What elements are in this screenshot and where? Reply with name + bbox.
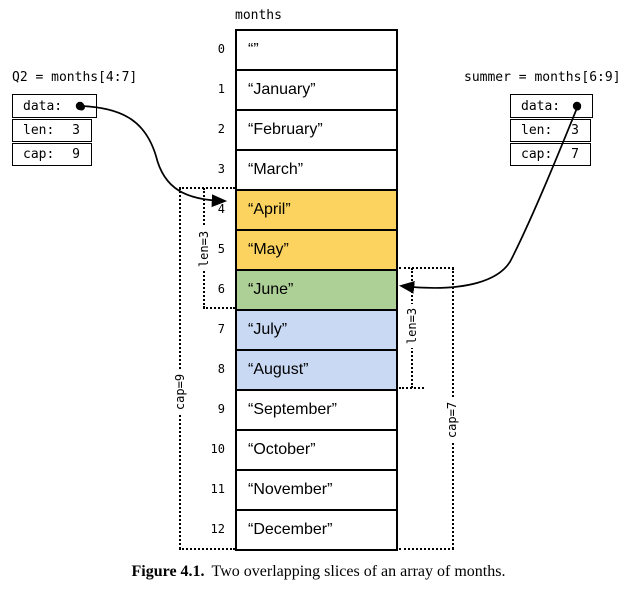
array-index: 10 xyxy=(210,442,225,456)
array-index: 11 xyxy=(210,482,225,496)
summer-len-bracket-bottom-line xyxy=(399,387,424,389)
q2-data-label: data: xyxy=(23,98,63,114)
summer-slice-title: summer = months[6:9] xyxy=(464,70,621,85)
summer-len-label: len: xyxy=(521,123,553,138)
summer-cap-bracket-bottom-line xyxy=(399,548,454,550)
array-index: 6 xyxy=(217,282,225,296)
array-index: 0 xyxy=(217,42,225,56)
array-cell-summer-slice: “August” xyxy=(235,349,398,391)
q2-cap-label: cap: xyxy=(23,147,55,162)
q2-cap-bracket-line xyxy=(179,188,181,549)
q2-slice-title: Q2 = months[4:7] xyxy=(12,70,138,85)
q2-len-bracket-label: len=3 xyxy=(196,227,212,271)
array-index: 8 xyxy=(217,362,225,376)
q2-cap-value: 9 xyxy=(72,147,80,162)
q2-len-label: len: xyxy=(23,123,55,138)
array-index: 4 xyxy=(217,202,225,216)
array-cell-q2-slice: “May” xyxy=(235,229,398,271)
array-cell: “” xyxy=(235,29,398,71)
q2-cap-bracket-label: cap=9 xyxy=(172,370,188,414)
summer-cap-value: 7 xyxy=(571,147,579,162)
array-cell-summer-slice: “July” xyxy=(235,309,398,351)
q2-data-pointer-dot-icon: ● xyxy=(78,99,85,113)
summer-len-row: len: 3 xyxy=(510,119,591,142)
array-index: 3 xyxy=(217,162,225,176)
array-index: 12 xyxy=(210,522,225,536)
q2-len-row: len: 3 xyxy=(12,119,92,142)
summer-data-pointer-dot-icon: ● xyxy=(574,99,581,113)
array-index: 7 xyxy=(217,322,225,336)
summer-cap-bracket-label: cap=7 xyxy=(444,398,460,442)
figure-caption-number: Figure 4.1. xyxy=(131,563,205,580)
q2-len-value: 3 xyxy=(72,123,80,138)
array-cell-overlap: “June” xyxy=(235,269,398,311)
q2-cap-bracket-bottom-line xyxy=(179,548,235,550)
q2-data-row: data: ● xyxy=(12,94,97,118)
array-index: 5 xyxy=(217,242,225,256)
summer-len-bracket-label: len=3 xyxy=(404,304,420,348)
array-cell: “February” xyxy=(235,109,398,151)
array-index: 1 xyxy=(217,82,225,96)
summer-cap-label: cap: xyxy=(521,147,553,162)
array-cell: “December” xyxy=(235,509,398,551)
array-title: months xyxy=(235,8,282,23)
array-cell: “January” xyxy=(235,69,398,111)
q2-cap-row: cap: 9 xyxy=(12,143,92,166)
summer-len-value: 3 xyxy=(571,123,579,138)
array-cell: “October” xyxy=(235,429,398,471)
q2-len-bracket-bottom-line xyxy=(203,307,235,309)
array-cell: “March” xyxy=(235,149,398,191)
array-cell: “September” xyxy=(235,389,398,431)
summer-cap-row: cap: 7 xyxy=(510,143,591,166)
array-index: 2 xyxy=(217,122,225,136)
array-cell-q2-slice: “April” xyxy=(235,189,398,231)
array-index: 9 xyxy=(217,402,225,416)
figure-caption-text: Two overlapping slices of an array of mo… xyxy=(211,563,506,580)
figure-caption: Figure 4.1. Two overlapping slices of an … xyxy=(0,562,637,582)
summer-data-label: data: xyxy=(521,98,561,114)
array-cell: “November” xyxy=(235,469,398,511)
summer-bracket-top-line xyxy=(399,267,454,269)
summer-data-row: data: ● xyxy=(510,94,593,118)
